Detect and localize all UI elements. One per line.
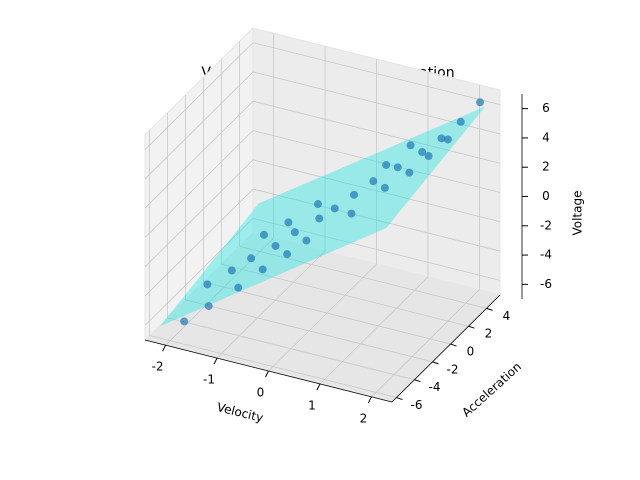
scatter-point xyxy=(203,280,212,289)
scatter-point xyxy=(418,148,427,157)
grid-line xyxy=(144,159,254,268)
y-axis-label: Acceleration xyxy=(459,359,524,419)
scatter-point xyxy=(284,218,293,227)
z-axis-label: Voltage xyxy=(571,190,585,235)
scatter-point xyxy=(271,241,280,250)
scatter-point xyxy=(456,117,465,126)
tick-mark xyxy=(414,379,421,383)
tick-mark xyxy=(316,383,321,391)
y-tick-label: 4 xyxy=(503,309,511,323)
y-tick-label: -4 xyxy=(429,380,441,394)
scatter-point xyxy=(302,236,311,245)
scatter-point xyxy=(234,283,243,292)
grid-line xyxy=(252,159,501,223)
grid-line xyxy=(371,289,480,398)
grid-line xyxy=(221,263,469,327)
scatter-point xyxy=(382,160,391,169)
grid-line xyxy=(252,42,501,106)
grid-line xyxy=(144,71,254,180)
grid-line xyxy=(216,250,326,359)
scatter-point xyxy=(347,209,356,218)
x-tick-label: -2 xyxy=(152,360,164,374)
z-tick-label: -6 xyxy=(540,277,552,291)
tick-mark xyxy=(450,343,457,347)
scatter-point xyxy=(313,200,322,209)
scatter-point xyxy=(437,134,446,143)
grid-line xyxy=(144,42,254,150)
scatter-point xyxy=(247,254,256,263)
tick-mark xyxy=(213,357,218,365)
grid-line xyxy=(144,100,254,209)
grid-line xyxy=(149,335,397,398)
y-tick-label: -2 xyxy=(447,362,459,376)
scatter-point xyxy=(180,317,189,326)
x-axis-label: Velocity xyxy=(216,400,265,425)
grid-line xyxy=(144,130,254,238)
grid-line xyxy=(165,237,274,346)
scatter-point xyxy=(393,163,402,172)
scatter-point xyxy=(369,177,378,186)
grid-line xyxy=(252,100,501,164)
grid-line xyxy=(203,281,451,345)
scatter-point xyxy=(350,190,359,199)
scatter-point xyxy=(259,230,268,239)
z-tick-label: 6 xyxy=(542,101,550,115)
grid-line xyxy=(144,218,254,326)
scatter-point xyxy=(204,302,213,311)
grid-line xyxy=(319,276,429,385)
tick-mark xyxy=(486,307,493,311)
tick-mark xyxy=(367,396,372,404)
x-tick-label: 1 xyxy=(308,398,316,412)
z-tick-label: -4 xyxy=(540,248,552,262)
scatter-point xyxy=(227,266,236,275)
grid-line xyxy=(185,299,433,363)
scatter-point xyxy=(283,250,292,259)
y-axis-line xyxy=(391,294,501,403)
y-tick-label: 0 xyxy=(467,345,475,359)
scatter-point xyxy=(380,183,389,192)
y-tick-label: 2 xyxy=(485,327,493,341)
z-tick-label: 0 xyxy=(542,189,550,203)
scatter-point xyxy=(424,152,433,161)
z-tick-label: -2 xyxy=(540,218,552,232)
tick-mark xyxy=(162,344,167,352)
grid-line xyxy=(167,317,415,381)
scatter-point xyxy=(476,98,485,107)
scatter-point xyxy=(315,214,324,223)
grid-line xyxy=(268,263,377,372)
grid-line xyxy=(239,245,487,309)
tick-mark xyxy=(468,325,475,329)
scatter-point xyxy=(290,228,299,237)
z-tick-label: 2 xyxy=(542,160,550,174)
grid-line xyxy=(252,130,501,193)
z-tick-label: 4 xyxy=(542,130,550,144)
x-tick-label: 0 xyxy=(257,386,265,400)
x-tick-label: -1 xyxy=(203,373,215,387)
scatter-point xyxy=(406,141,415,150)
grid-line xyxy=(144,188,254,297)
x-tick-label: 2 xyxy=(360,411,368,425)
x-axis-line xyxy=(144,339,393,403)
scatter-point xyxy=(258,265,267,274)
scatter-point xyxy=(405,168,414,177)
scatter-point xyxy=(330,204,339,213)
grid-line xyxy=(252,188,501,252)
tick-mark xyxy=(396,397,403,401)
tick-mark xyxy=(265,370,269,378)
tick-mark xyxy=(432,361,439,365)
scatter-point xyxy=(443,135,452,144)
y-tick-label: -6 xyxy=(411,398,423,412)
